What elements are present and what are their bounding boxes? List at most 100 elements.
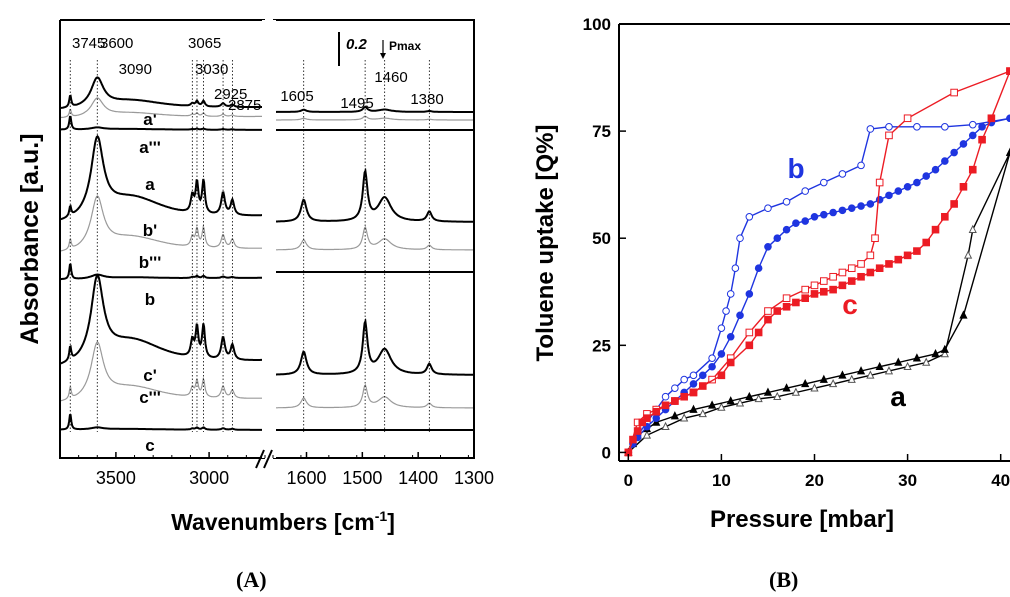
data-point [1006, 114, 1010, 123]
data-point [689, 404, 698, 413]
data-point [680, 375, 688, 384]
data-point [829, 272, 837, 281]
data-point [885, 131, 893, 140]
peak-label: 2875 [228, 97, 261, 114]
data-point [959, 310, 968, 319]
x-label-exponent: -1 [375, 508, 388, 524]
data-point [773, 307, 782, 315]
series-a [624, 147, 1010, 456]
data-point [801, 285, 809, 294]
data-point [773, 391, 782, 401]
spectrum-appp-high-range [60, 97, 265, 119]
data-point [847, 264, 856, 273]
data-point [735, 398, 745, 407]
data-point [903, 361, 912, 371]
y-tick-label: 25 [592, 336, 611, 355]
data-point [754, 393, 763, 403]
data-point [745, 391, 754, 401]
data-point [726, 290, 735, 298]
series-label-a: a [890, 381, 906, 412]
data-point [791, 387, 800, 396]
data-point [782, 225, 791, 234]
data-point [903, 183, 912, 191]
spectrum-bp-high-range [60, 134, 265, 221]
data-point [866, 370, 875, 379]
data-point [871, 234, 879, 243]
data-point [875, 264, 884, 273]
data-point [978, 123, 986, 131]
data-point [689, 371, 698, 380]
data-point [782, 302, 791, 311]
data-point [922, 238, 931, 247]
y-tick-label: 0 [602, 443, 611, 462]
x-label-main: Wavenumbers [cm [171, 509, 375, 535]
data-point [736, 311, 744, 320]
series-label-c: c [842, 289, 858, 320]
series-c [624, 67, 1010, 457]
data-point [707, 400, 717, 409]
data-point [894, 255, 903, 264]
data-point [829, 378, 838, 388]
data-point [829, 285, 837, 294]
data-point [731, 264, 740, 273]
data-point [782, 383, 791, 392]
x-tick-label: 1400 [398, 468, 438, 488]
data-point [913, 247, 921, 255]
data-point [950, 200, 958, 208]
scale-bar: 0.2 Pmax [338, 32, 421, 66]
data-point [847, 204, 856, 213]
series-label-b: b [787, 153, 804, 184]
data-point [745, 341, 754, 350]
x-tick-label: 10 [712, 471, 731, 490]
data-point [913, 178, 921, 187]
data-point [950, 88, 958, 97]
data-point [773, 234, 782, 243]
panel-a-x-axis-label: Wavenumbers [cm-1] [171, 508, 395, 535]
data-point [689, 388, 698, 397]
y-tick-label: 75 [592, 122, 611, 141]
spectrum-bppp-low-range [275, 225, 474, 251]
data-point [941, 157, 949, 165]
data-point [661, 401, 670, 410]
data-point [941, 212, 949, 221]
data-point [857, 272, 865, 281]
data-point [959, 183, 968, 191]
spectrum-bp-low-range [275, 167, 474, 223]
data-point [689, 380, 698, 388]
series-b-adsorption-line [627, 117, 1010, 453]
data-point [847, 277, 856, 285]
data-point [698, 382, 707, 390]
data-point [652, 407, 661, 416]
spectrum-appp-low-range [275, 115, 474, 121]
data-point [736, 234, 744, 243]
spectrum-c-high-range [60, 414, 265, 431]
data-point [801, 187, 809, 195]
data-point [782, 197, 791, 206]
data-point [680, 392, 688, 401]
panel-a-x-ticks: 3500 3000 1600 1500 1400 1300 [59, 452, 494, 488]
data-point [856, 366, 866, 375]
data-point [940, 348, 949, 358]
data-point [931, 348, 940, 358]
data-point [885, 123, 893, 131]
data-point [643, 414, 651, 422]
data-point [968, 224, 977, 233]
data-point [978, 135, 986, 144]
data-point [903, 251, 912, 260]
data-point [820, 210, 828, 219]
data-point [894, 357, 903, 366]
data-point [717, 371, 726, 380]
data-point [875, 361, 884, 371]
data-point [950, 148, 958, 157]
data-point [885, 191, 893, 200]
peak-label: 3745 [72, 35, 105, 52]
data-point [717, 350, 726, 358]
data-point [941, 123, 949, 131]
data-point [782, 294, 791, 302]
spectrum-cppp-high-range [60, 341, 265, 402]
data-point [792, 298, 800, 307]
y-tick-label: 100 [583, 15, 611, 34]
data-point [726, 332, 735, 341]
spectrum-label: a''' [139, 138, 161, 157]
